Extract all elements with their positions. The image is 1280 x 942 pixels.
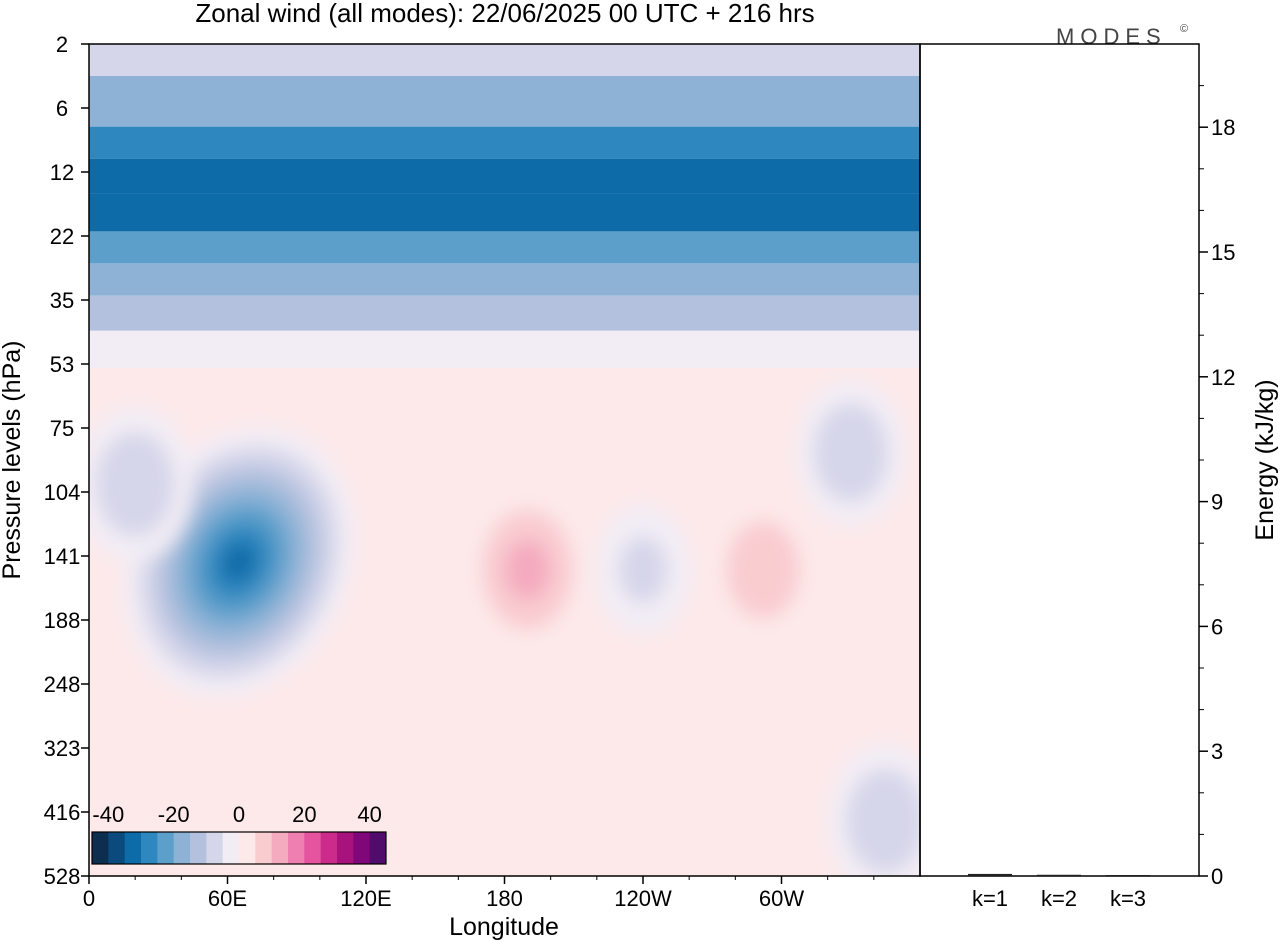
colorbar-swatch — [92, 832, 109, 864]
heatmap-band — [89, 193, 920, 232]
energy-bar — [1037, 874, 1081, 876]
colorbar-swatch — [304, 832, 322, 864]
energy-category-label: k=3 — [1110, 886, 1146, 911]
colorbar-swatch — [108, 832, 126, 864]
heatmap-band — [89, 367, 920, 414]
heatmap-anomaly — [865, 794, 905, 847]
y-tick-label: 188 — [44, 608, 81, 633]
colorbar-swatch — [206, 832, 224, 864]
colorbar-swatch — [141, 832, 158, 864]
energy-panel-frame — [919, 43, 1200, 877]
colorbar-swatch — [239, 832, 256, 864]
energy-bar — [1106, 875, 1150, 876]
heatmap-anomaly — [222, 542, 256, 582]
heatmap — [89, 44, 920, 876]
heatmap-anomaly — [832, 427, 870, 478]
y-tick-label: 2 — [56, 32, 68, 57]
colorbar-swatch — [173, 832, 191, 864]
energy-axis: 0 3 6 9 12 15 18 — [1199, 85, 1235, 889]
y-tick-label: 75 — [50, 416, 74, 441]
colorbar-swatch — [337, 832, 354, 864]
y-axis: 2 6 12 22 35 53 75 104 141 188 248 323 416 528 — [44, 32, 89, 889]
colorbar: -40 -20 0 20 40 — [91, 802, 387, 865]
colorbar-swatch — [320, 832, 338, 864]
energy-panel: 0 3 6 9 12 15 18 k=1 k=2 k=3 Energy (kJ/kg) — [919, 43, 1279, 911]
colorbar-swatch — [157, 832, 175, 864]
x-tick-label: 120W — [614, 886, 672, 911]
energy-bars — [968, 873, 1150, 876]
colorbar-swatch — [222, 832, 240, 864]
energy-tick-label: 3 — [1211, 739, 1223, 764]
energy-tick-label: 12 — [1211, 365, 1235, 390]
y-axis-label: Pressure levels (hPa) — [0, 341, 26, 580]
colorbar-swatch — [271, 832, 289, 864]
energy-category-label: k=1 — [972, 886, 1008, 911]
heatmap-band — [89, 158, 920, 194]
energy-tick-label: 6 — [1211, 614, 1223, 639]
y-tick-label: 141 — [44, 544, 81, 569]
x-tick-label: 180 — [486, 886, 523, 911]
heatmap-band — [89, 126, 920, 159]
colorbar-tick-label: -40 — [92, 802, 124, 827]
y-tick-label: 53 — [50, 352, 74, 377]
energy-tick-label: 18 — [1211, 115, 1235, 140]
colorbar-swatch — [288, 832, 305, 864]
y-tick-label: 22 — [50, 224, 74, 249]
x-tick-label: 120E — [340, 886, 391, 911]
y-tick-label: 6 — [56, 96, 68, 121]
x-tick-label: 60E — [208, 886, 247, 911]
y-tick-label: 528 — [44, 864, 81, 889]
energy-category-label: k=2 — [1041, 886, 1077, 911]
colorbar-swatch — [369, 832, 387, 864]
heatmap-anomaly — [744, 545, 782, 595]
heatmap-band — [89, 231, 920, 264]
chart-title: Zonal wind (all modes): 22/06/2025 00 UT… — [195, 0, 814, 28]
x-axis-label: Longitude — [449, 913, 559, 941]
heatmap-anomaly — [115, 458, 155, 511]
heatmap-band — [89, 263, 920, 296]
heatmap-band — [89, 295, 920, 331]
colorbar-swatch — [353, 832, 371, 864]
energy-categories: k=1 k=2 k=3 — [972, 886, 1146, 911]
x-axis: 0 60E 120E 180 120W 60W — [83, 876, 875, 911]
energy-bar — [968, 873, 1012, 876]
energy-tick-label: 9 — [1211, 490, 1223, 515]
logo-text: MODES — [1056, 24, 1167, 49]
heatmap-anomaly — [618, 537, 668, 603]
x-tick-label: 60W — [759, 886, 804, 911]
energy-tick-label: 15 — [1211, 240, 1235, 265]
logo-mark: © — [1180, 23, 1188, 35]
y-tick-label: 248 — [44, 672, 81, 697]
heatmap-band — [89, 76, 920, 127]
colorbar-tick-label: -20 — [158, 802, 190, 827]
heatmap-anomaly — [504, 539, 551, 600]
energy-tick-label: 0 — [1211, 864, 1223, 889]
y-tick-label: 104 — [44, 480, 81, 505]
colorbar-swatch — [190, 832, 207, 864]
logo: MODES © — [1056, 23, 1188, 49]
heatmap-band — [89, 330, 920, 368]
x-tick-label: 0 — [83, 886, 95, 911]
colorbar-tick-label: 40 — [357, 802, 381, 827]
colorbar-tick-label: 0 — [233, 802, 245, 827]
colorbar-swatch — [124, 832, 142, 864]
heatmap-anomalies — [89, 378, 920, 876]
colorbar-swatch — [255, 832, 273, 864]
y-tick-label: 12 — [50, 160, 74, 185]
y-tick-label: 35 — [50, 288, 74, 313]
energy-axis-label: Energy (kJ/kg) — [1251, 379, 1279, 540]
y-tick-label: 416 — [44, 800, 81, 825]
colorbar-tick-label: 20 — [292, 802, 316, 827]
heatmap-band — [89, 44, 920, 76]
colorbar-frame — [91, 831, 387, 865]
y-tick-label: 323 — [44, 736, 81, 761]
